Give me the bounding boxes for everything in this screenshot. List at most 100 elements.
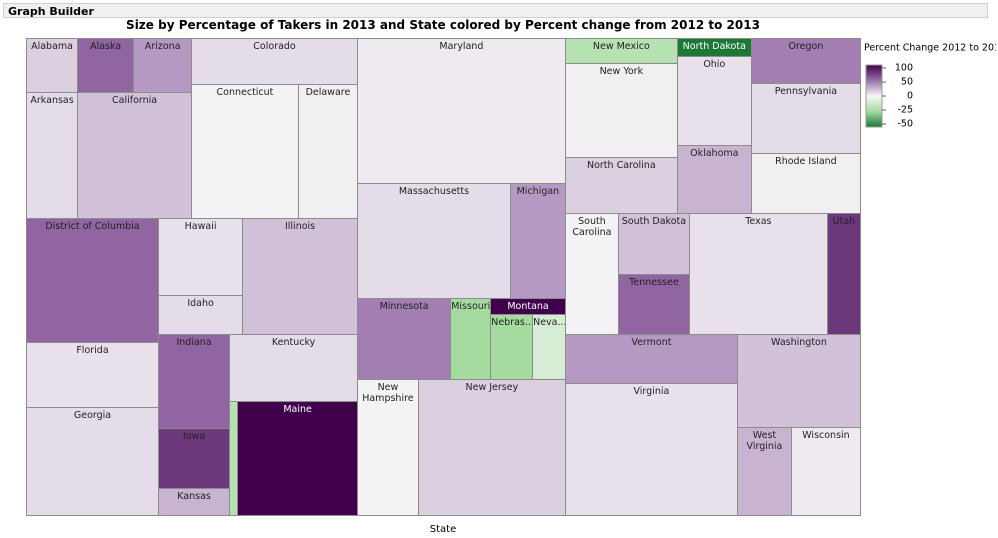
treemap-cell: North Dakota xyxy=(676,38,752,57)
treemap-cell: Neva... xyxy=(532,313,566,381)
legend-title: Percent Change 2012 to 2013 xyxy=(864,43,996,54)
treemap-cell: Colorado xyxy=(191,38,358,85)
cell-label: Kentucky xyxy=(271,337,316,349)
treemap-cell: Idaho xyxy=(158,295,244,336)
cell-label: Pennsylvania xyxy=(774,85,838,97)
color-legend: Percent Change 2012 to 2013 100 50 0 -25 -50 xyxy=(864,43,996,130)
treemap-cell: Ohio xyxy=(676,55,752,146)
treemap-cell: Washington xyxy=(736,334,861,429)
treemap-cell: Alaska xyxy=(77,38,135,93)
treemap-cell: Michigan xyxy=(509,182,566,299)
treemap-cell: Massachusetts xyxy=(357,182,511,299)
treemap-cell: Illinois xyxy=(242,217,358,336)
treemap-cell: Maine xyxy=(237,401,358,516)
cell-label: Maryland xyxy=(439,41,484,52)
treemap-cell: New Hampshire xyxy=(357,379,419,516)
treemap-cell: Kentucky xyxy=(229,334,358,403)
legend-tick-label: 100 xyxy=(895,63,913,74)
treemap-cell: Arkansas xyxy=(26,91,79,219)
cell-label: Idaho xyxy=(187,298,214,310)
treemap-cell: Connecticut xyxy=(191,83,299,219)
cell-label: Oklahoma xyxy=(690,147,739,159)
treemap-cell: Oklahoma xyxy=(676,144,752,214)
treemap-cell: Arizona xyxy=(133,38,193,93)
cell-label: Kansas xyxy=(177,491,211,503)
treemap-cell: District of Columbia xyxy=(26,217,160,344)
cell-label: Indiana xyxy=(176,337,212,349)
cell-label: North Dakota xyxy=(682,41,746,52)
cell-label: Missouri xyxy=(451,300,491,312)
cell-label: Iowa xyxy=(182,431,206,443)
cell-label: Alaska xyxy=(90,41,122,52)
legend-tick-label: 0 xyxy=(907,91,913,102)
treemap: Alabama Alaska Arizona Arkansas California Co… xyxy=(26,38,861,516)
treemap-cell: Indiana xyxy=(158,334,231,430)
treemap-cell: Wisconsin xyxy=(790,427,861,516)
treemap-cell: South Dakota xyxy=(618,212,690,275)
cell-label: South Carolina xyxy=(572,215,612,238)
cell-label: Colorado xyxy=(253,41,296,52)
treemap-cell: Tennessee xyxy=(618,273,690,336)
treemap-cell: Georgia xyxy=(26,407,160,516)
cell-label: West Virginia xyxy=(746,430,783,453)
header-bar: Graph Builder xyxy=(3,3,988,18)
cell-label: California xyxy=(112,94,158,106)
cell-label: Wisconsin xyxy=(802,430,850,442)
cell-label: New Mexico xyxy=(592,41,650,52)
cell-label: Texas xyxy=(745,215,772,227)
treemap-cell: Missouri xyxy=(450,297,492,381)
legend-tick-label: 50 xyxy=(901,77,913,88)
treemap-cell: Kansas xyxy=(158,488,231,516)
cell-label: Oregon xyxy=(788,41,824,52)
treemap-cell: Delaware xyxy=(297,83,358,219)
treemap-cell: Iowa xyxy=(158,428,231,490)
treemap-cell: North Carolina xyxy=(564,156,678,214)
cell-label: Georgia xyxy=(73,410,112,422)
cell-label: Arkansas xyxy=(30,94,74,106)
treemap-cell: Oregon xyxy=(750,38,861,84)
cell-label: New York xyxy=(599,65,644,77)
treemap-cell: California xyxy=(77,91,193,219)
cell-label: Neva... xyxy=(533,316,566,328)
treemap-cell: West Virginia xyxy=(736,427,792,516)
cell-label: Florida xyxy=(76,345,109,357)
cell-label: Massachusetts xyxy=(398,185,470,197)
cell-label: Minnesota xyxy=(379,300,429,312)
cell-label: Illinois xyxy=(284,220,316,232)
treemap-cell: Hawaii xyxy=(158,217,244,297)
cell-label: Virginia xyxy=(633,386,670,398)
treemap-cell: Maryland xyxy=(357,38,566,184)
treemap-cell: New Mexico xyxy=(564,38,678,64)
cell-label: Ohio xyxy=(703,58,726,70)
cell-label: Michigan xyxy=(516,185,560,197)
cell-label: Arizona xyxy=(144,41,181,52)
treemap-cell: Vermont xyxy=(564,334,738,385)
cell-label: Delaware xyxy=(305,86,351,98)
cell-label: Maine xyxy=(283,404,312,416)
treemap-cell: Rhode Island xyxy=(750,152,861,214)
cell-label: Alabama xyxy=(31,41,73,52)
cell-label: New Jersey xyxy=(465,382,519,394)
legend-tick-label: -50 xyxy=(897,119,913,130)
treemap-cell: New York xyxy=(564,62,678,158)
chart-title: Size by Percentage of Takers in 2013 and… xyxy=(126,18,760,32)
x-axis-label: State xyxy=(429,524,457,535)
cell-label: Connecticut xyxy=(216,86,274,98)
legend-tick-label: -25 xyxy=(897,105,913,116)
legend-gradient xyxy=(865,64,883,128)
cell-label: Montana xyxy=(507,300,549,312)
treemap-cell: South Carolina xyxy=(564,212,619,336)
cell-label: Rhode Island xyxy=(775,155,837,167)
cell-label: Nebras... xyxy=(491,316,534,328)
cell-label: District of Columbia xyxy=(45,220,140,232)
treemap-cell: Utah xyxy=(826,212,861,336)
treemap-cell: Texas xyxy=(688,212,828,336)
cell-label: Washington xyxy=(771,337,827,349)
cell-label: New Hampshire xyxy=(362,382,414,405)
cell-label: South Dakota xyxy=(621,215,687,227)
cell-label: Vermont xyxy=(631,337,672,349)
treemap-cell: Pennsylvania xyxy=(750,82,861,154)
treemap-cell: Virginia xyxy=(564,383,738,516)
cell-label: North Carolina xyxy=(586,159,656,171)
